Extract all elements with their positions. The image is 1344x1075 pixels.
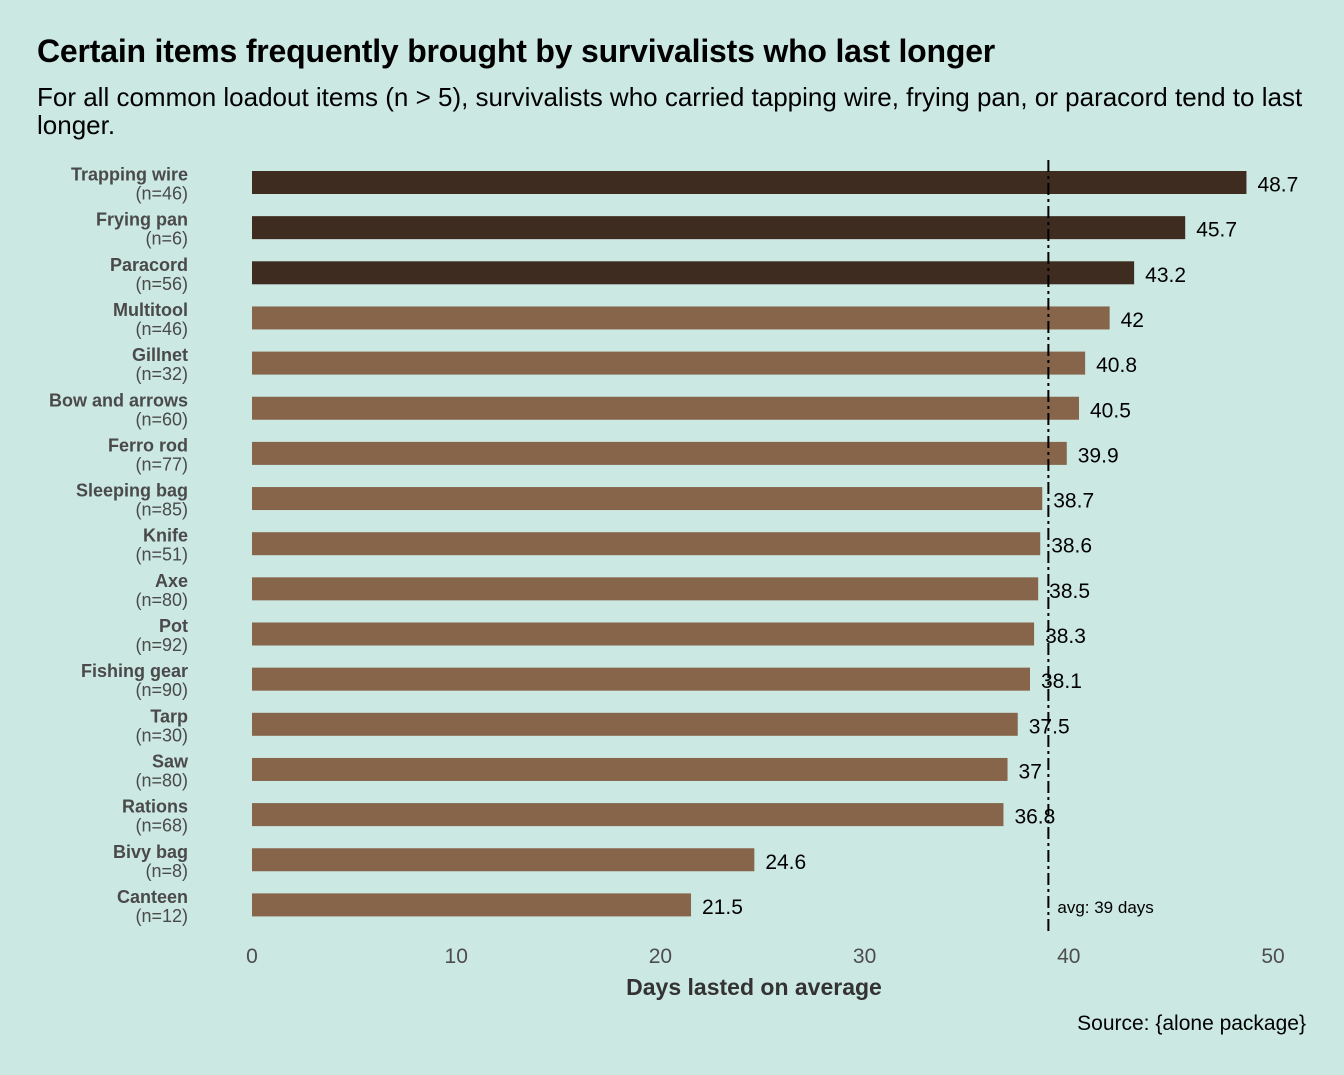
category-label: Ferro rod [108, 435, 188, 455]
bar-saw [252, 757, 1008, 781]
average-reference-label: avg: 39 days [1057, 898, 1153, 917]
value-label: 43.2 [1145, 264, 1186, 287]
category-label: Knife [143, 526, 188, 546]
category-count-label: (n=92) [135, 635, 188, 655]
category-label: Fishing gear [81, 661, 188, 681]
bar-frying-pan [252, 216, 1186, 240]
reference-line-group: avg: 39 days [1047, 160, 1154, 932]
bar-tarp [252, 712, 1018, 736]
category-count-label: (n=68) [135, 816, 188, 836]
value-label: 42 [1121, 309, 1144, 332]
category-count-label: (n=6) [145, 229, 188, 249]
value-label: 40.5 [1090, 399, 1131, 422]
value-labels: 48.7 45.7 43.242 40.8 40.5 39.9 38.7 38.6 38.5 38… [702, 174, 1298, 919]
bar-sleeping-bag [252, 487, 1043, 511]
value-label: 38.7 [1053, 490, 1094, 513]
chart-title: Certain items frequently brought by surv… [37, 33, 996, 69]
chart-subtitle: For all common loadout items (n > 5), su… [37, 82, 1303, 140]
category-count-label: (n=32) [135, 364, 188, 384]
bar-rations [252, 803, 1004, 827]
category-count-label: (n=30) [135, 725, 188, 745]
x-axis-ticks: 0 10 20 30 40 50 [246, 945, 1285, 968]
bar-bow-and-arrows [252, 396, 1080, 420]
category-label: Gillnet [132, 345, 188, 365]
bar-bivy-bag [252, 848, 755, 872]
category-label: Frying pan [96, 210, 188, 230]
category-count-label: (n=77) [135, 454, 188, 474]
x-tick-label: 0 [246, 945, 258, 968]
value-label: 24.6 [765, 851, 806, 874]
category-label: Saw [152, 751, 189, 771]
x-tick-label: 10 [445, 945, 468, 968]
category-count-label: (n=46) [135, 184, 188, 204]
category-label: Bivy bag [113, 842, 188, 862]
category-labels: Trapping wire(n=46)Frying pan(n=6)Paraco… [49, 165, 189, 926]
value-label: 48.7 [1257, 174, 1298, 197]
bar-paracord [252, 261, 1135, 285]
category-count-label: (n=85) [135, 500, 188, 520]
category-count-label: (n=90) [135, 680, 188, 700]
category-count-label: (n=46) [135, 319, 188, 339]
value-label: 38.6 [1051, 535, 1092, 558]
value-label: 40.8 [1096, 354, 1137, 377]
bar-canteen [252, 893, 692, 917]
category-count-label: (n=51) [135, 545, 188, 565]
category-label: Paracord [110, 255, 188, 275]
category-label: Axe [155, 571, 188, 591]
bar-pot [252, 622, 1035, 646]
value-label: 39.9 [1078, 444, 1119, 467]
category-label: Tarp [150, 706, 188, 726]
value-label: 21.5 [702, 896, 743, 919]
x-tick-label: 40 [1057, 945, 1080, 968]
bar-ferro-rod [252, 441, 1067, 465]
category-label: Multitool [113, 300, 188, 320]
x-axis-label: Days lasted on average [626, 974, 882, 1000]
category-label: Trapping wire [71, 165, 188, 185]
category-label: Rations [122, 797, 188, 817]
value-label: 45.7 [1196, 219, 1237, 242]
category-count-label: (n=60) [135, 409, 188, 429]
category-label: Pot [159, 616, 188, 636]
category-label: Sleeping bag [76, 481, 188, 501]
bars-layer [252, 171, 1247, 917]
value-label: 38.1 [1041, 670, 1082, 693]
category-count-label: (n=56) [135, 274, 188, 294]
category-count-label: (n=12) [135, 906, 188, 926]
value-label: 37 [1019, 760, 1042, 783]
value-label: 36.8 [1014, 806, 1055, 829]
category-count-label: (n=8) [145, 861, 188, 881]
category-count-label: (n=80) [135, 770, 188, 790]
bar-trapping-wire [252, 171, 1247, 194]
category-label: Bow and arrows [49, 390, 188, 410]
value-label: 37.5 [1029, 715, 1070, 738]
value-label: 38.5 [1049, 580, 1090, 603]
category-count-label: (n=80) [135, 590, 188, 610]
value-label: 38.3 [1045, 625, 1086, 648]
source-caption: Source: {alone package} [1077, 1012, 1306, 1035]
bar-axe [252, 577, 1039, 601]
x-tick-label: 50 [1261, 945, 1284, 968]
bar-fishing-gear [252, 667, 1031, 691]
bar-knife [252, 532, 1041, 556]
x-tick-label: 20 [649, 945, 672, 968]
bar-gillnet [252, 351, 1086, 375]
category-label: Canteen [117, 887, 188, 907]
bar-multitool [252, 306, 1110, 330]
x-tick-label: 30 [853, 945, 876, 968]
